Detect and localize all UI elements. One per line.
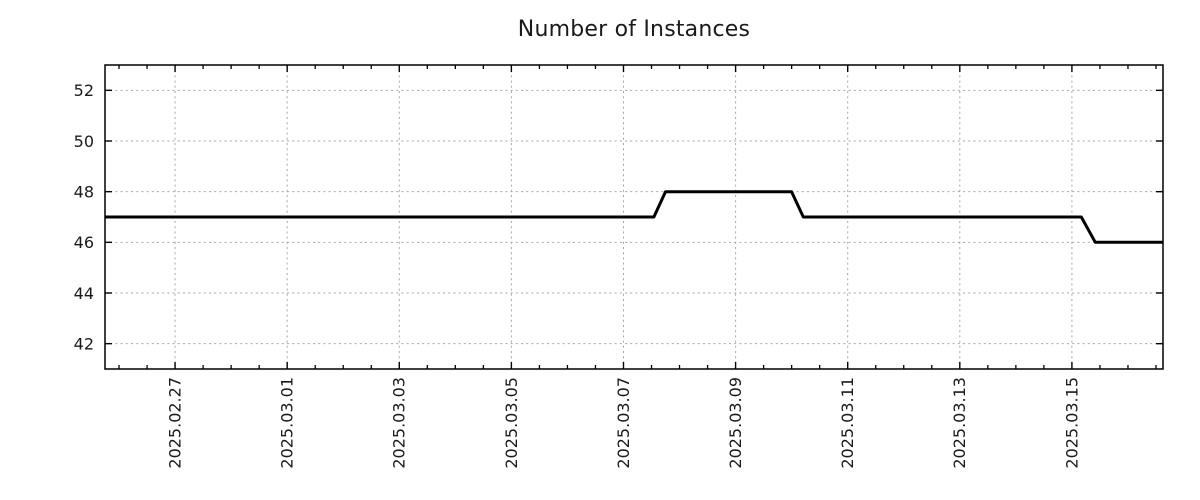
y-tick-label: 42 [74, 334, 94, 353]
y-tick-label: 52 [74, 81, 94, 100]
x-tick-label: 2025.03.11 [838, 377, 857, 469]
x-tick-label: 2025.03.01 [278, 377, 297, 469]
x-tick-label: 2025.03.15 [1062, 377, 1081, 469]
y-tick-label: 48 [74, 182, 94, 201]
y-tick-label: 50 [74, 132, 94, 151]
y-tick-label: 46 [74, 233, 94, 252]
x-tick-label: 2025.03.09 [726, 377, 745, 469]
series-line-instances [105, 190, 1163, 244]
x-tick-label: 2025.03.03 [390, 377, 409, 469]
x-tick-label: 2025.02.27 [166, 377, 185, 469]
x-tick-label: 2025.03.07 [614, 377, 633, 469]
y-tick-label: 44 [74, 284, 94, 303]
x-tick-label: 2025.03.05 [502, 377, 521, 469]
x-tick-label: 2025.03.13 [950, 377, 969, 469]
chart-title: Number of Instances [517, 17, 751, 42]
